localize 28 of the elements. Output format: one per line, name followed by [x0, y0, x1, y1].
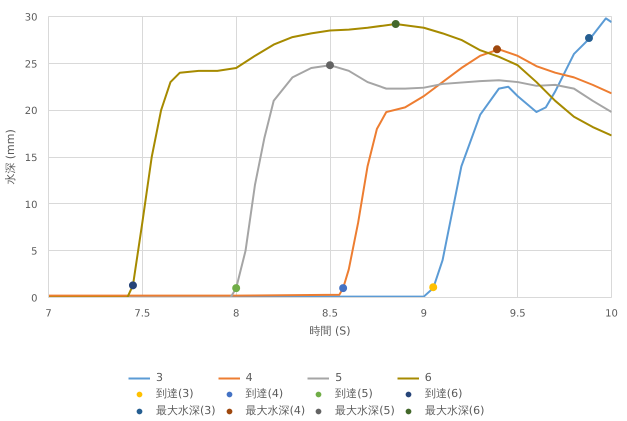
legend-label: 到達(4) — [246, 386, 284, 401]
y-tick-label: 20 — [24, 106, 38, 118]
x-tick-label: 10 — [605, 308, 618, 320]
legend-label: 3 — [156, 371, 164, 384]
x-tick-label: 9.5 — [510, 308, 526, 320]
x-tick-label: 7.5 — [134, 308, 150, 320]
x-axis-title: 時間 (S) — [309, 324, 351, 338]
legend-label: 到達(5) — [335, 386, 373, 401]
legend-label: 最大水深(5) — [335, 403, 395, 418]
legend-label: 到達(6) — [424, 386, 462, 401]
y-tick-label: 30 — [24, 12, 38, 24]
legend-label: 最大水深(3) — [156, 403, 216, 418]
y-tick-label: 25 — [24, 59, 38, 70]
x-tick-label: 8 — [232, 308, 240, 320]
x-tick-label: 8.5 — [322, 308, 338, 320]
x-tick-label: 7 — [45, 308, 52, 320]
y-axis-title: 水深 (mm) — [4, 129, 17, 185]
x-tick-label: 9 — [420, 308, 428, 320]
legend-label: 最大水深(4) — [246, 403, 306, 418]
y-tick-label: 15 — [24, 153, 38, 164]
legend-label: 到達(3) — [156, 386, 194, 401]
legend-label: 6 — [424, 371, 433, 384]
legend-label: 4 — [246, 371, 254, 384]
y-tick-label: 5 — [31, 246, 38, 258]
y-tick-label: 0 — [31, 294, 38, 304]
legend-label: 5 — [335, 371, 344, 384]
legend-label: 最大水深(6) — [424, 403, 484, 418]
y-tick-label: 10 — [24, 200, 38, 211]
